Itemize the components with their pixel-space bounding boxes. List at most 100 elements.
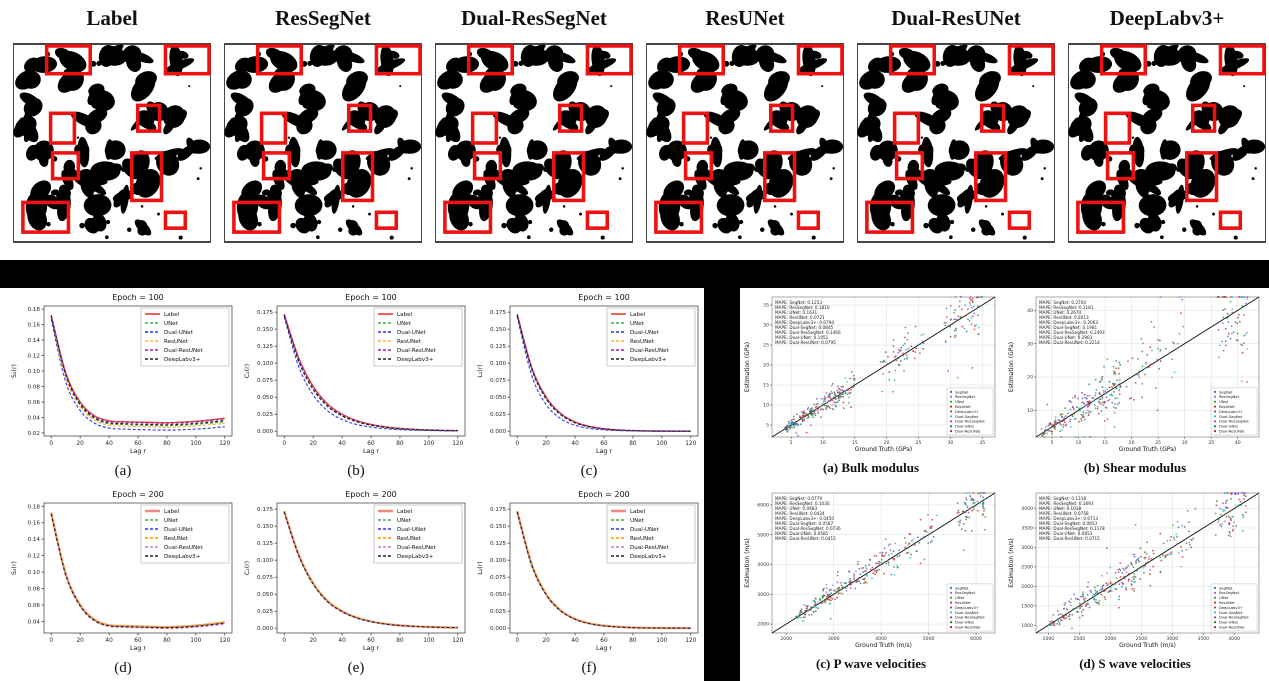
svg-text:0.175: 0.175	[257, 310, 273, 316]
svg-text:0.100: 0.100	[490, 558, 506, 564]
svg-text:0.125: 0.125	[257, 344, 273, 350]
svg-text:Lag r: Lag r	[130, 645, 146, 652]
highlight-box	[1007, 44, 1055, 76]
svg-text:Dual-ResUNet: Dual-ResUNet	[1219, 626, 1245, 630]
svg-text:1000: 1000	[1021, 623, 1033, 629]
svg-text:MAPE: Dual-SegNet: 0.0587: MAPE: Dual-SegNet: 0.0587	[775, 521, 833, 526]
svg-text:80: 80	[396, 441, 404, 447]
svg-text:0.000: 0.000	[490, 429, 506, 435]
svg-text:Dual-UNet: Dual-UNet	[397, 527, 427, 533]
line-chart-e: Epoch = 200 0 20 40 60 80 100 120 0.000 0.025 0.05…	[241, 487, 471, 677]
svg-text:Dual-UNet: Dual-UNet	[1219, 621, 1239, 625]
svg-text:0: 0	[515, 638, 519, 644]
scatter-chart-sd: 1000 1500 2000 2500 3000 3500 4000 1000 1500 2000…	[1006, 487, 1264, 672]
svg-text:4000: 4000	[757, 562, 769, 568]
svg-text:MAPE: Dual-UNet: 0.0853: MAPE: Dual-UNet: 0.0853	[1039, 531, 1093, 536]
svg-text:Lag r: Lag r	[130, 448, 146, 455]
svg-text:Dual-SegNet: Dual-SegNet	[955, 415, 979, 419]
svg-text:Label: Label	[630, 312, 646, 318]
svg-text:Epoch = 200: Epoch = 200	[345, 490, 397, 499]
highlight-box	[892, 111, 921, 145]
svg-text:3000: 3000	[1166, 636, 1178, 642]
svg-text:MAPE: SegNet: 0.2704: MAPE: SegNet: 0.2704	[1039, 300, 1086, 305]
svg-text:UNet: UNet	[630, 321, 645, 327]
svg-text:MAPE: Dual-SegNet: 0.0853: MAPE: Dual-SegNet: 0.0853	[1039, 521, 1097, 526]
svg-text:5: 5	[790, 440, 793, 446]
svg-text:3000: 3000	[1021, 545, 1033, 551]
svg-text:25: 25	[763, 343, 769, 349]
svg-text:3000: 3000	[757, 592, 769, 598]
svg-text:5: 5	[1050, 440, 1053, 446]
svg-text:20: 20	[1129, 440, 1135, 446]
highlight-box	[232, 200, 282, 234]
svg-text:MAPE: DeepLabv3+: 0.0450: MAPE: DeepLabv3+: 0.0450	[775, 516, 834, 521]
svg-text:UNet: UNet	[164, 518, 179, 524]
highlight-box	[557, 103, 584, 133]
svg-text:20: 20	[884, 440, 890, 446]
svg-text:Lag r: Lag r	[596, 448, 612, 455]
chart-caption-sa: (a) Bulk modulus	[822, 460, 920, 475]
svg-text:0.050: 0.050	[257, 395, 273, 401]
highlight-box	[1185, 151, 1219, 203]
highlight-box	[888, 44, 937, 76]
svg-text:6000: 6000	[970, 636, 982, 642]
svg-text:4000: 4000	[1021, 506, 1033, 512]
highlight-box	[261, 151, 292, 181]
svg-text:Estimation (m/s): Estimation (m/s)	[1008, 538, 1015, 588]
svg-text:60: 60	[600, 638, 608, 644]
svg-text:120: 120	[685, 441, 696, 447]
svg-text:SegNet: SegNet	[1219, 586, 1233, 590]
highlight-box	[585, 44, 633, 76]
svg-text:20: 20	[1027, 375, 1033, 381]
svg-text:Dual-ResUNet: Dual-ResUNet	[955, 430, 981, 434]
svg-text:DeepLabv3+: DeepLabv3+	[955, 410, 979, 414]
svg-text:4000: 4000	[875, 636, 887, 642]
svg-text:1500: 1500	[1021, 603, 1033, 609]
svg-text:UNet: UNet	[955, 596, 965, 600]
plot-canvas-b: Epoch = 100 0 20 40 60 80 100 120 0.000 0.025 0.05…	[241, 290, 471, 462]
svg-text:S₂(r): S₂(r)	[11, 561, 18, 575]
plot-canvas-c: Epoch = 100 0 20 40 60 80 100 120 0.000 0.025 0.05…	[474, 290, 704, 462]
panel-title-dual-ressegnet: Dual-ResSegNet	[461, 6, 607, 30]
highlight-box	[1105, 151, 1136, 181]
highlight-box	[654, 200, 704, 234]
svg-text:MAPE: ResUNet: 0.0424: MAPE: ResUNet: 0.0424	[775, 511, 825, 516]
svg-text:40: 40	[571, 441, 579, 447]
pore-blobs	[857, 44, 1055, 240]
svg-text:0.08: 0.08	[28, 587, 41, 593]
plot-canvas-sc: 2000 3000 4000 5000 6000 2000 3000 4000 5000 6000…	[742, 487, 1000, 653]
svg-text:Ground Truth (GPa): Ground Truth (GPa)	[855, 446, 912, 453]
highlight-box	[21, 200, 71, 234]
plot-canvas-sb: 5 10 15 20 25 30 35 40 10 20 30 40 Ground Truth (GPa…	[1006, 291, 1264, 457]
svg-text:MAPE: Dual-UNet: 0.0581: MAPE: Dual-UNet: 0.0581	[775, 531, 829, 536]
svg-text:60: 60	[367, 638, 375, 644]
svg-text:Dual-ResUNet: Dual-ResUNet	[955, 626, 981, 630]
svg-text:Dual-ResUNet: Dual-ResUNet	[164, 545, 204, 551]
highlight-box	[374, 210, 399, 230]
svg-text:2500: 2500	[1021, 564, 1033, 570]
svg-text:MAPE: Dual-ResUNet: 0.0715: MAPE: Dual-ResUNet: 0.0715	[1039, 536, 1100, 541]
highlight-box	[1076, 200, 1126, 234]
svg-text:MAPE: UNet: 0.1631: MAPE: UNet: 0.1631	[775, 310, 818, 315]
svg-text:0.02: 0.02	[28, 431, 40, 437]
svg-text:MAPE: ResSegNet: 0.3181: MAPE: ResSegNet: 0.3181	[1039, 305, 1094, 310]
binary-microstructure-image	[646, 43, 844, 243]
svg-text:ResUNet: ResUNet	[955, 601, 971, 605]
chart-caption-f: (f)	[581, 660, 597, 676]
svg-text:DeepLabv3+: DeepLabv3+	[630, 554, 667, 560]
highlight-box	[341, 151, 375, 203]
svg-text:0.150: 0.150	[257, 524, 273, 530]
svg-text:Dual-ResUNet: Dual-ResUNet	[397, 348, 437, 354]
svg-text:0.14: 0.14	[28, 338, 41, 344]
svg-text:MAPE: Dual-ResUNet: 0.0415: MAPE: Dual-ResUNet: 0.0415	[775, 536, 836, 541]
svg-text:L₂(r): L₂(r)	[477, 364, 484, 378]
svg-text:DeepLabv3+: DeepLabv3+	[164, 554, 201, 560]
svg-text:Dual-SegNet: Dual-SegNet	[1219, 415, 1243, 419]
svg-text:0.025: 0.025	[490, 412, 506, 418]
svg-text:Lag r: Lag r	[363, 645, 379, 652]
svg-text:Dual-SegNet: Dual-SegNet	[1219, 611, 1243, 615]
svg-text:MAPE: SegNet: 0.1253: MAPE: SegNet: 0.1253	[775, 300, 822, 305]
highlight-box	[255, 44, 304, 76]
svg-text:20: 20	[542, 638, 550, 644]
panel-title-label: Label	[86, 6, 138, 30]
